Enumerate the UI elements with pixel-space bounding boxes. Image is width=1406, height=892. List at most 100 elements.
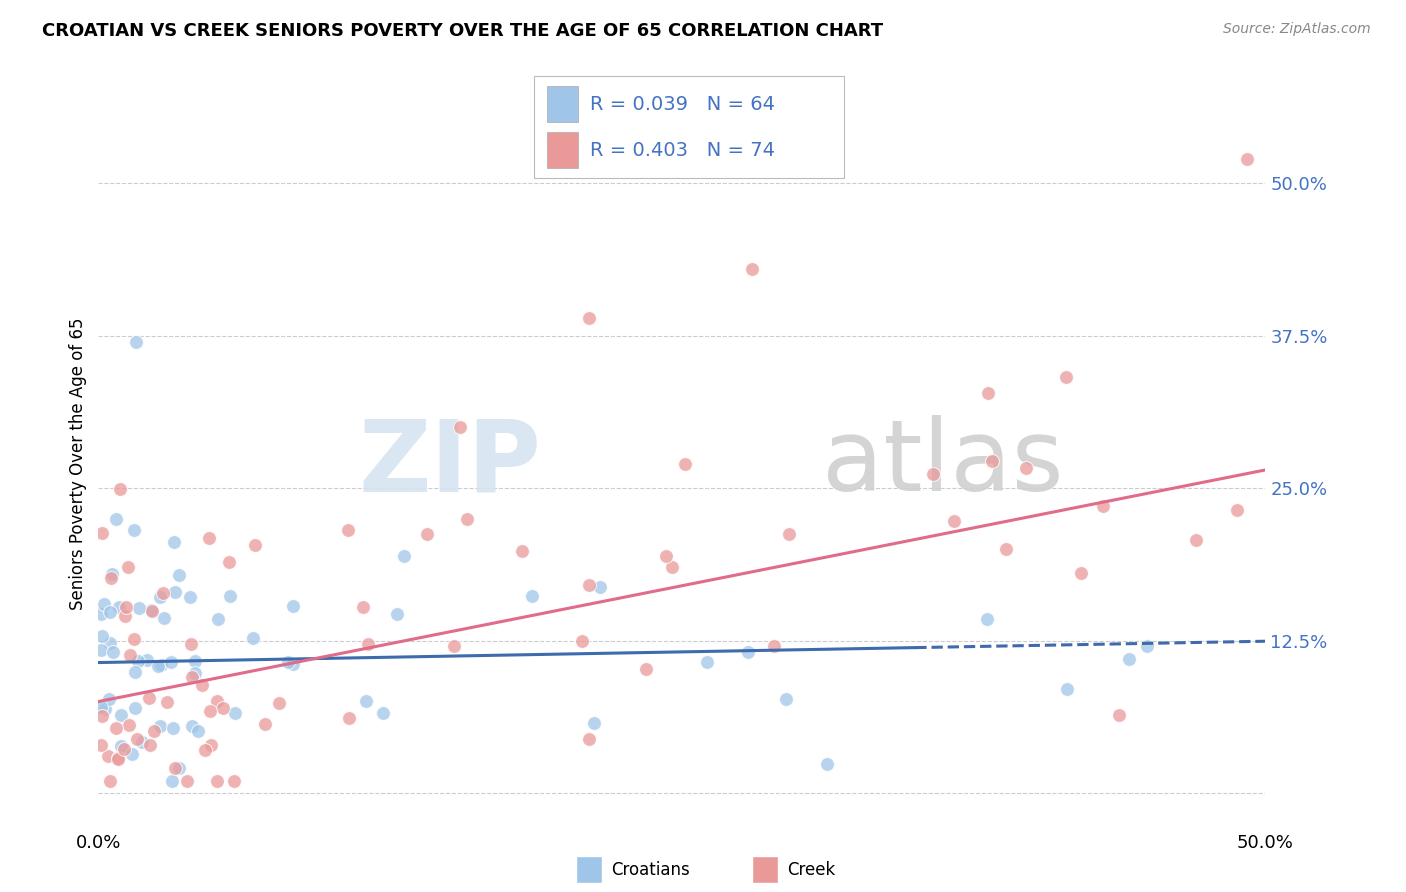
Point	[520, 589, 543, 603]
Point	[176, 773, 198, 788]
Point	[763, 639, 786, 653]
Point	[149, 719, 172, 733]
Point	[1236, 152, 1258, 166]
Point	[110, 739, 132, 754]
Point	[112, 741, 135, 756]
Point	[981, 453, 1004, 467]
Point	[571, 634, 593, 648]
Point	[93, 597, 115, 611]
Point	[105, 722, 128, 736]
Point	[142, 723, 165, 738]
Point	[107, 751, 129, 765]
Point	[921, 467, 943, 481]
Point	[104, 512, 127, 526]
Point	[1092, 499, 1115, 513]
Point	[449, 420, 471, 434]
Point	[160, 773, 183, 788]
Point	[994, 542, 1017, 557]
Point	[578, 731, 600, 746]
Point	[205, 773, 228, 788]
Point	[778, 527, 800, 541]
Point	[138, 691, 160, 706]
Point	[737, 645, 759, 659]
Point	[582, 716, 605, 731]
Point	[354, 693, 377, 707]
Point	[456, 512, 478, 526]
Point	[124, 665, 146, 680]
Point	[976, 611, 998, 625]
Point	[122, 632, 145, 647]
Point	[152, 586, 174, 600]
Point	[815, 757, 838, 772]
Point	[224, 773, 246, 788]
Point	[110, 708, 132, 723]
Point	[181, 719, 204, 733]
Point	[108, 599, 131, 614]
Point	[136, 653, 159, 667]
Text: R = 0.039   N = 64: R = 0.039 N = 64	[591, 95, 775, 114]
Point	[741, 261, 763, 276]
Point	[90, 699, 112, 714]
Point	[194, 743, 217, 757]
Point	[337, 711, 360, 725]
Point	[141, 603, 163, 617]
Point	[218, 555, 240, 569]
Text: CROATIAN VS CREEK SENIORS POVERTY OVER THE AGE OF 65 CORRELATION CHART: CROATIAN VS CREEK SENIORS POVERTY OVER T…	[42, 22, 883, 40]
Point	[200, 704, 222, 718]
Point	[212, 701, 235, 715]
Point	[1118, 652, 1140, 666]
Point	[1108, 708, 1130, 723]
Point	[163, 585, 186, 599]
Point	[775, 692, 797, 706]
Point	[118, 718, 141, 732]
Point	[179, 590, 201, 604]
Bar	[547, 87, 578, 122]
Point	[167, 761, 190, 775]
Point	[184, 666, 207, 681]
Bar	[547, 132, 578, 168]
Point	[373, 706, 395, 720]
Point	[219, 589, 242, 603]
Point	[90, 629, 112, 643]
Point	[977, 385, 1000, 400]
Y-axis label: Seniors Poverty Over the Age of 65: Seniors Poverty Over the Age of 65	[69, 318, 87, 610]
Text: Croatians: Croatians	[612, 861, 690, 879]
Point	[1015, 460, 1038, 475]
Point	[337, 523, 360, 537]
Point	[127, 654, 149, 668]
Point	[191, 678, 214, 692]
Point	[167, 568, 190, 582]
Point	[1070, 566, 1092, 581]
Text: R = 0.403   N = 74: R = 0.403 N = 74	[591, 141, 775, 161]
Point	[139, 738, 162, 752]
Point	[352, 599, 374, 614]
Point	[253, 717, 276, 731]
Point	[184, 654, 207, 668]
Point	[101, 645, 124, 659]
Point	[98, 691, 121, 706]
Text: Creek: Creek	[787, 861, 835, 879]
Point	[180, 670, 202, 684]
Point	[1054, 370, 1077, 384]
Point	[277, 655, 299, 669]
Point	[100, 567, 122, 582]
Point	[163, 535, 186, 549]
Point	[118, 648, 141, 662]
Point	[198, 531, 221, 545]
Point	[589, 581, 612, 595]
FancyBboxPatch shape	[534, 76, 844, 178]
Point	[149, 590, 172, 604]
Point	[243, 538, 266, 552]
Point	[695, 655, 717, 669]
Point	[200, 738, 222, 752]
Point	[165, 762, 187, 776]
Point	[90, 607, 112, 621]
Point	[124, 524, 146, 538]
Point	[121, 747, 143, 761]
Point	[283, 599, 305, 614]
Text: atlas: atlas	[823, 416, 1063, 512]
Point	[242, 632, 264, 646]
Point	[117, 560, 139, 574]
Point	[578, 578, 600, 592]
Point	[415, 526, 437, 541]
